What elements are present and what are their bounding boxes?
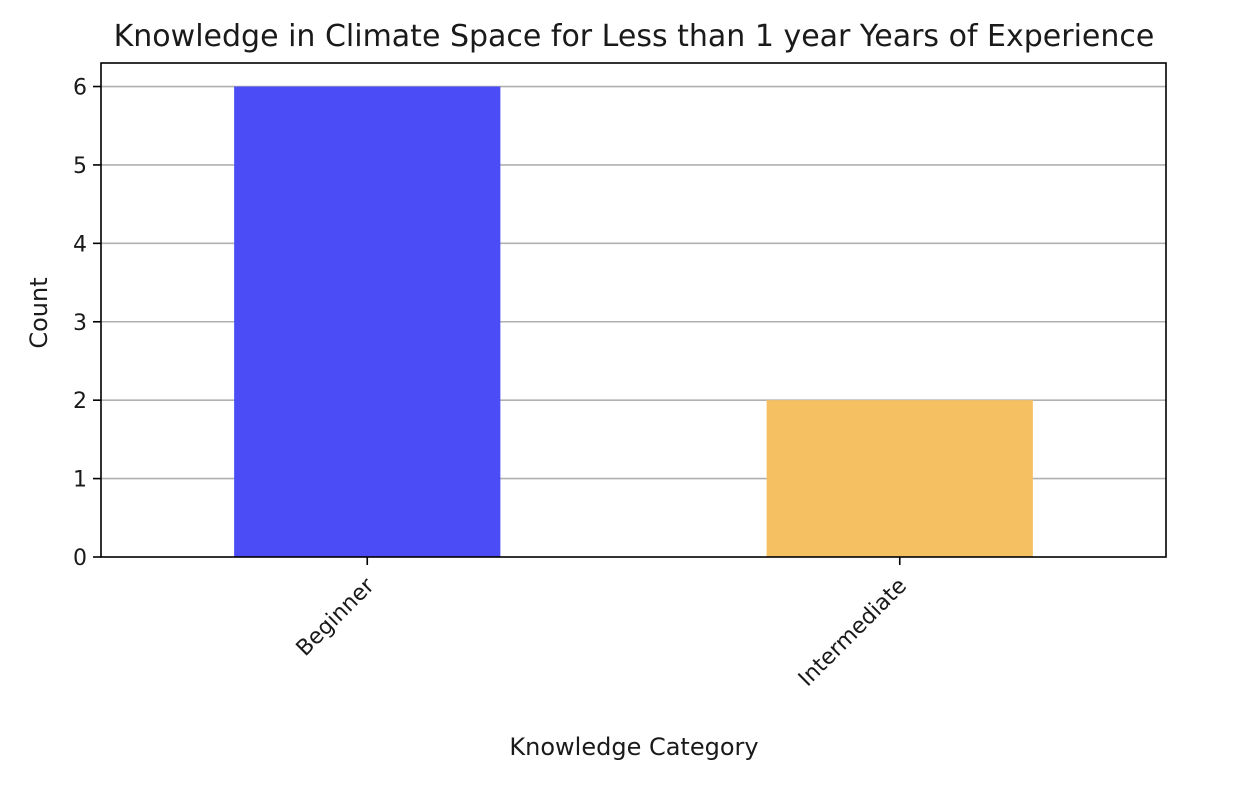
y-axis-ticks: 0 1 2 3 4 5 6 xyxy=(73,76,101,571)
x-axis-ticks: Beginner Intermediate xyxy=(292,557,912,692)
bars xyxy=(234,86,1033,558)
x-axis-label: Knowledge Category xyxy=(509,733,758,761)
y-tick-label: 2 xyxy=(73,389,87,414)
y-tick-label: 1 xyxy=(73,468,87,493)
x-tick-label: Beginner xyxy=(292,573,380,661)
bar-intermediate xyxy=(766,400,1033,557)
y-tick-label: 0 xyxy=(73,546,87,571)
y-axis-label: Count xyxy=(25,277,53,348)
bar-beginner xyxy=(234,86,501,558)
chart-title: Knowledge in Climate Space for Less than… xyxy=(114,19,1155,54)
y-tick-label: 5 xyxy=(73,154,87,179)
y-tick-label: 4 xyxy=(73,232,87,257)
plot-frame xyxy=(100,62,1167,558)
x-tick-label: Intermediate xyxy=(794,574,912,692)
y-tick-label: 3 xyxy=(73,311,87,336)
y-tick-label: 6 xyxy=(73,76,87,101)
